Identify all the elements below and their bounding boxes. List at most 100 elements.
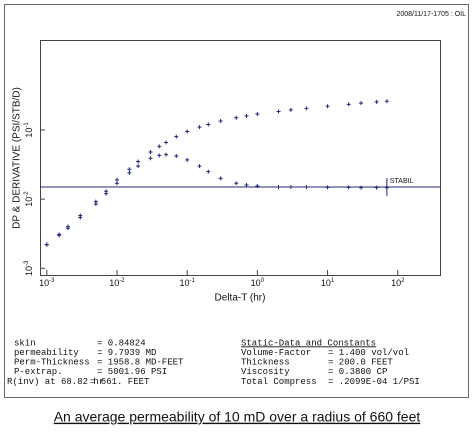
x-tick-label-exp: 1 [331, 278, 335, 284]
result-value: = 5001.96 PSI [97, 367, 167, 377]
y-tick-label: 10-1 [24, 122, 35, 138]
constants-title: Static-Data and Constants [241, 338, 376, 348]
data-point [174, 134, 179, 139]
stamp: 2008/11/17-1705 : OIL [396, 11, 466, 18]
data-point [114, 181, 119, 186]
x-tick-label-base: 10 [251, 278, 261, 288]
data-point [185, 129, 190, 134]
y-tick-label-base: 10 [24, 266, 34, 276]
x-tick-label-base: 10 [321, 278, 331, 288]
data-point [185, 157, 190, 162]
x-tick-label: 102 [391, 278, 405, 289]
plot-area [40, 40, 441, 276]
data-point [244, 113, 249, 118]
result-label: permeability [14, 348, 79, 358]
constant-value: = 1.400 vol/vol [328, 348, 409, 358]
x-tick-label-exp: -1 [190, 278, 196, 284]
data-point [197, 125, 202, 130]
x-tick-label-exp: -2 [119, 278, 125, 284]
result-label: Perm-Thickness [14, 358, 90, 368]
data-point [218, 176, 223, 181]
data-point [384, 99, 389, 104]
data-point [157, 144, 162, 149]
data-point [78, 215, 83, 220]
result-value: = 0.84824 [97, 338, 146, 348]
y-tick-label-exp: -3 [24, 260, 30, 266]
x-tick-label-base: 10 [391, 278, 401, 288]
x-tick-label: 10-1 [179, 278, 195, 289]
constant-label: Volume-Factor [241, 348, 311, 358]
data-point [57, 233, 62, 238]
constant-label: Total Compress [241, 377, 317, 387]
y-tick-label: 10-2 [24, 191, 35, 207]
data-point [148, 150, 153, 155]
data-point [374, 185, 379, 190]
constant-label: Viscosity [241, 367, 290, 377]
data-point [346, 102, 351, 107]
x-tick-label-exp: 2 [401, 278, 405, 284]
data-point [136, 159, 141, 164]
data-point [157, 153, 162, 158]
constant-label: Thickness [241, 358, 290, 368]
data-point [127, 167, 132, 172]
y-tick-label-base: 10 [24, 128, 34, 138]
data-point [197, 164, 202, 169]
data-point [384, 185, 389, 190]
data-point [304, 184, 309, 189]
constant-value: = 0.3800 CP [328, 367, 387, 377]
data-point [276, 109, 281, 114]
y-tick-label-exp: -2 [24, 191, 30, 197]
x-tick-label: 101 [321, 278, 335, 289]
y-tick-label: 10-3 [24, 260, 35, 276]
x-tick-label-base: 10 [109, 278, 119, 288]
data-point [65, 226, 70, 231]
frame [4, 4, 469, 398]
data-point [164, 140, 169, 145]
data-point [234, 115, 239, 120]
x-axis-label: Delta-T (hr) [215, 293, 266, 304]
data-point [44, 242, 49, 247]
x-tick-label-exp: 0 [261, 278, 265, 284]
data-point [218, 118, 223, 123]
constant-value: = 200.0 FEET [328, 358, 393, 368]
data-point [148, 156, 153, 161]
data-point [276, 184, 281, 189]
x-tick-label-base: 10 [179, 278, 189, 288]
data-point [234, 181, 239, 186]
data-point [206, 169, 211, 174]
y-tick-label-base: 10 [24, 197, 34, 207]
data-point [255, 112, 260, 117]
data-point [127, 170, 132, 175]
x-tick-label-base: 10 [39, 278, 49, 288]
data-point [288, 184, 293, 189]
result-value: = 9.7939 MD [97, 348, 156, 358]
data-point [255, 183, 260, 188]
caption: An average permeability of 10 mD over a … [54, 409, 421, 425]
data-point [359, 101, 364, 106]
result-label: skin [14, 338, 36, 348]
data-point [325, 185, 330, 190]
y-tick-label-exp: -1 [24, 122, 30, 128]
data-point [359, 185, 364, 190]
data-point [206, 122, 211, 127]
y-axis-label: DP & DERIVATIVE (PSI/STB/D) [12, 87, 23, 229]
data-point [174, 154, 179, 159]
data-point [244, 183, 249, 188]
result-label: P-extrap. [14, 367, 63, 377]
data-point [114, 177, 119, 182]
data-point [93, 202, 98, 207]
x-tick-label: 10-3 [39, 278, 55, 289]
data-point [288, 107, 293, 112]
x-tick-label: 100 [251, 278, 265, 289]
data-point [164, 152, 169, 157]
data-point [325, 104, 330, 109]
data-point [104, 191, 109, 196]
stabil-label: STABIL [390, 178, 414, 185]
data-point [136, 164, 141, 169]
result-value: = 661. FEET [90, 377, 150, 387]
result-value: = 1958.8 MD-FEET [97, 358, 184, 368]
data-point [304, 106, 309, 111]
result-label: R(inv) at 68.82 hr [7, 377, 104, 387]
